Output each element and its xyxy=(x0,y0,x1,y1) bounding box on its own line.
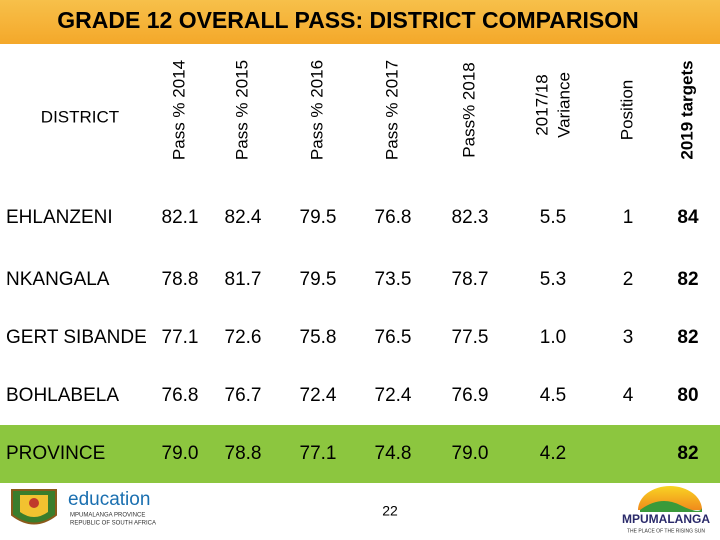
column-header: Pass% 2018 xyxy=(459,62,478,157)
cell-value: 82.4 xyxy=(225,207,262,228)
cell-value: 82.1 xyxy=(162,207,199,228)
logo-line: REPUBLIC OF SOUTH AFRICA xyxy=(70,521,156,527)
cell-value: 78.8 xyxy=(162,269,199,290)
column-header: 2019 targets xyxy=(677,60,696,159)
row-label: EHLANZENI xyxy=(6,207,113,228)
cell-value: 4.2 xyxy=(540,443,566,464)
column-header: Pass % 2014 xyxy=(169,60,188,160)
cell-value: 72.6 xyxy=(225,327,262,348)
cell-value: 79.5 xyxy=(300,207,337,228)
row-label: GERT SIBANDE xyxy=(6,327,147,348)
cell-value: 79.5 xyxy=(300,269,337,290)
province-band xyxy=(0,425,720,483)
cell-value: 2 xyxy=(623,269,634,290)
cell-value: 76.8 xyxy=(162,385,199,406)
cell-value: 5.3 xyxy=(540,269,566,290)
row-label: BOHLABELA xyxy=(6,385,119,406)
logo-name: education xyxy=(68,489,150,510)
cell-value: 81.7 xyxy=(225,269,262,290)
cell-value: 1.0 xyxy=(540,327,566,348)
cell-value: 76.7 xyxy=(225,385,262,406)
cell-value: 82 xyxy=(677,269,698,290)
cell-value: 73.5 xyxy=(375,269,412,290)
column-header: DISTRICT xyxy=(41,107,119,126)
column-header: Position xyxy=(617,80,636,140)
logo-name: MPUMALANGA xyxy=(622,512,710,526)
cell-value: 1 xyxy=(623,207,634,228)
cell-value: 76.9 xyxy=(452,385,489,406)
cell-value: 78.8 xyxy=(225,443,262,464)
cell-value: 77.1 xyxy=(300,443,337,464)
column-header: Pass % 2015 xyxy=(232,60,251,160)
title-band xyxy=(0,0,720,44)
cell-value: 82 xyxy=(677,443,698,464)
logo-tagline: THE PLACE OF THE RISING SUN xyxy=(627,528,705,534)
cell-value: 80 xyxy=(677,385,698,406)
title: GRADE 12 OVERALL PASS: DISTRICT COMPARIS… xyxy=(57,7,638,33)
cell-value: 4 xyxy=(623,385,634,406)
cell-value: 75.8 xyxy=(300,327,337,348)
row-label: NKANGALA xyxy=(6,269,110,290)
column-header: 2017/18 xyxy=(532,74,551,135)
cell-value: 72.4 xyxy=(300,385,337,406)
cell-value: 5.5 xyxy=(540,207,566,228)
left-logo: education MPUMALANGA PROVINCE REPUBLIC O… xyxy=(11,489,156,527)
cell-value: 82 xyxy=(677,327,698,348)
cell-value: 72.4 xyxy=(375,385,412,406)
cell-value: 76.8 xyxy=(375,207,412,228)
cell-value: 77.1 xyxy=(162,327,199,348)
table: DISTRICT Pass % 2014 Pass % 2015 Pass % 201… xyxy=(6,60,699,464)
cell-value: 79.0 xyxy=(162,443,199,464)
cell-value: 4.5 xyxy=(540,385,566,406)
cell-value: 77.5 xyxy=(452,327,489,348)
right-logo: MPUMALANGA THE PLACE OF THE RISING SUN xyxy=(622,486,710,534)
logo-line: MPUMALANGA PROVINCE xyxy=(70,513,145,519)
page-number: 22 xyxy=(382,503,398,519)
cell-value: 74.8 xyxy=(375,443,412,464)
cell-value: 78.7 xyxy=(452,269,489,290)
cell-value: 3 xyxy=(623,327,634,348)
cell-value: 76.5 xyxy=(375,327,412,348)
cell-value: 82.3 xyxy=(452,207,489,228)
row-label: PROVINCE xyxy=(6,443,105,464)
column-header: Pass % 2016 xyxy=(307,60,326,160)
column-header: Pass % 2017 xyxy=(382,60,401,160)
cell-value: 79.0 xyxy=(452,443,489,464)
column-header: Variance xyxy=(554,72,573,138)
cell-value: 84 xyxy=(677,207,699,228)
